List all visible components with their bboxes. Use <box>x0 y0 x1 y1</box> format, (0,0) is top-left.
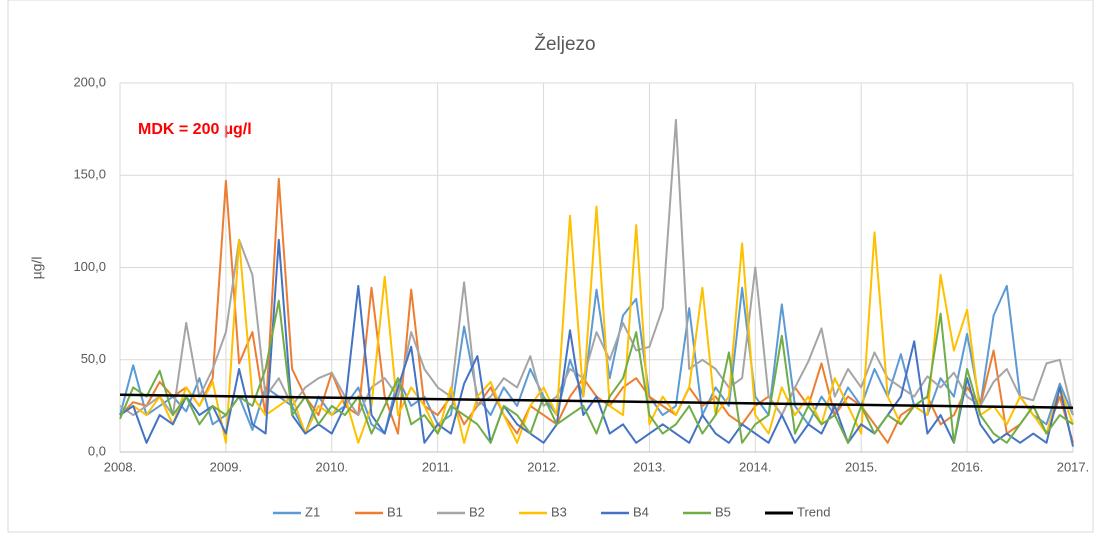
y-tick-label: 0,0 <box>88 443 106 458</box>
x-tick-label: 2010. <box>316 459 349 474</box>
series-line <box>119 238 1074 447</box>
x-tick-label: 2008. <box>104 459 137 474</box>
y-axis-label: µg/l <box>29 257 45 280</box>
chart-frame <box>7 0 1094 533</box>
y-tick-label: 50,0 <box>81 351 106 366</box>
annotation: MDK = 200 µg/l <box>138 121 252 138</box>
legend-label: Z1 <box>305 504 320 519</box>
legend-label: B1 <box>387 504 403 519</box>
x-tick-label: 2012. <box>527 459 560 474</box>
x-tick-label: 2014. <box>739 459 772 474</box>
legend-label: B2 <box>469 504 485 519</box>
legend-label: B4 <box>633 504 649 519</box>
chart-title: Željezo <box>534 33 595 55</box>
x-tick-label: 2016. <box>951 459 984 474</box>
y-tick-label: 150,0 <box>73 167 106 182</box>
y-tick-label: 100,0 <box>73 259 106 274</box>
x-tick-label: 2013. <box>633 459 666 474</box>
series-line <box>119 393 1074 409</box>
x-tick-label: 2015. <box>845 459 878 474</box>
legend-label: B5 <box>715 504 731 519</box>
x-tick-label: 2017. <box>1057 459 1090 474</box>
legend-label: Trend <box>797 504 830 519</box>
legend-label: B3 <box>551 504 567 519</box>
series-line <box>119 118 1074 417</box>
y-tick-label: 200,0 <box>73 74 106 89</box>
x-tick-label: 2009. <box>210 459 243 474</box>
x-tick-label: 2011. <box>422 459 454 474</box>
